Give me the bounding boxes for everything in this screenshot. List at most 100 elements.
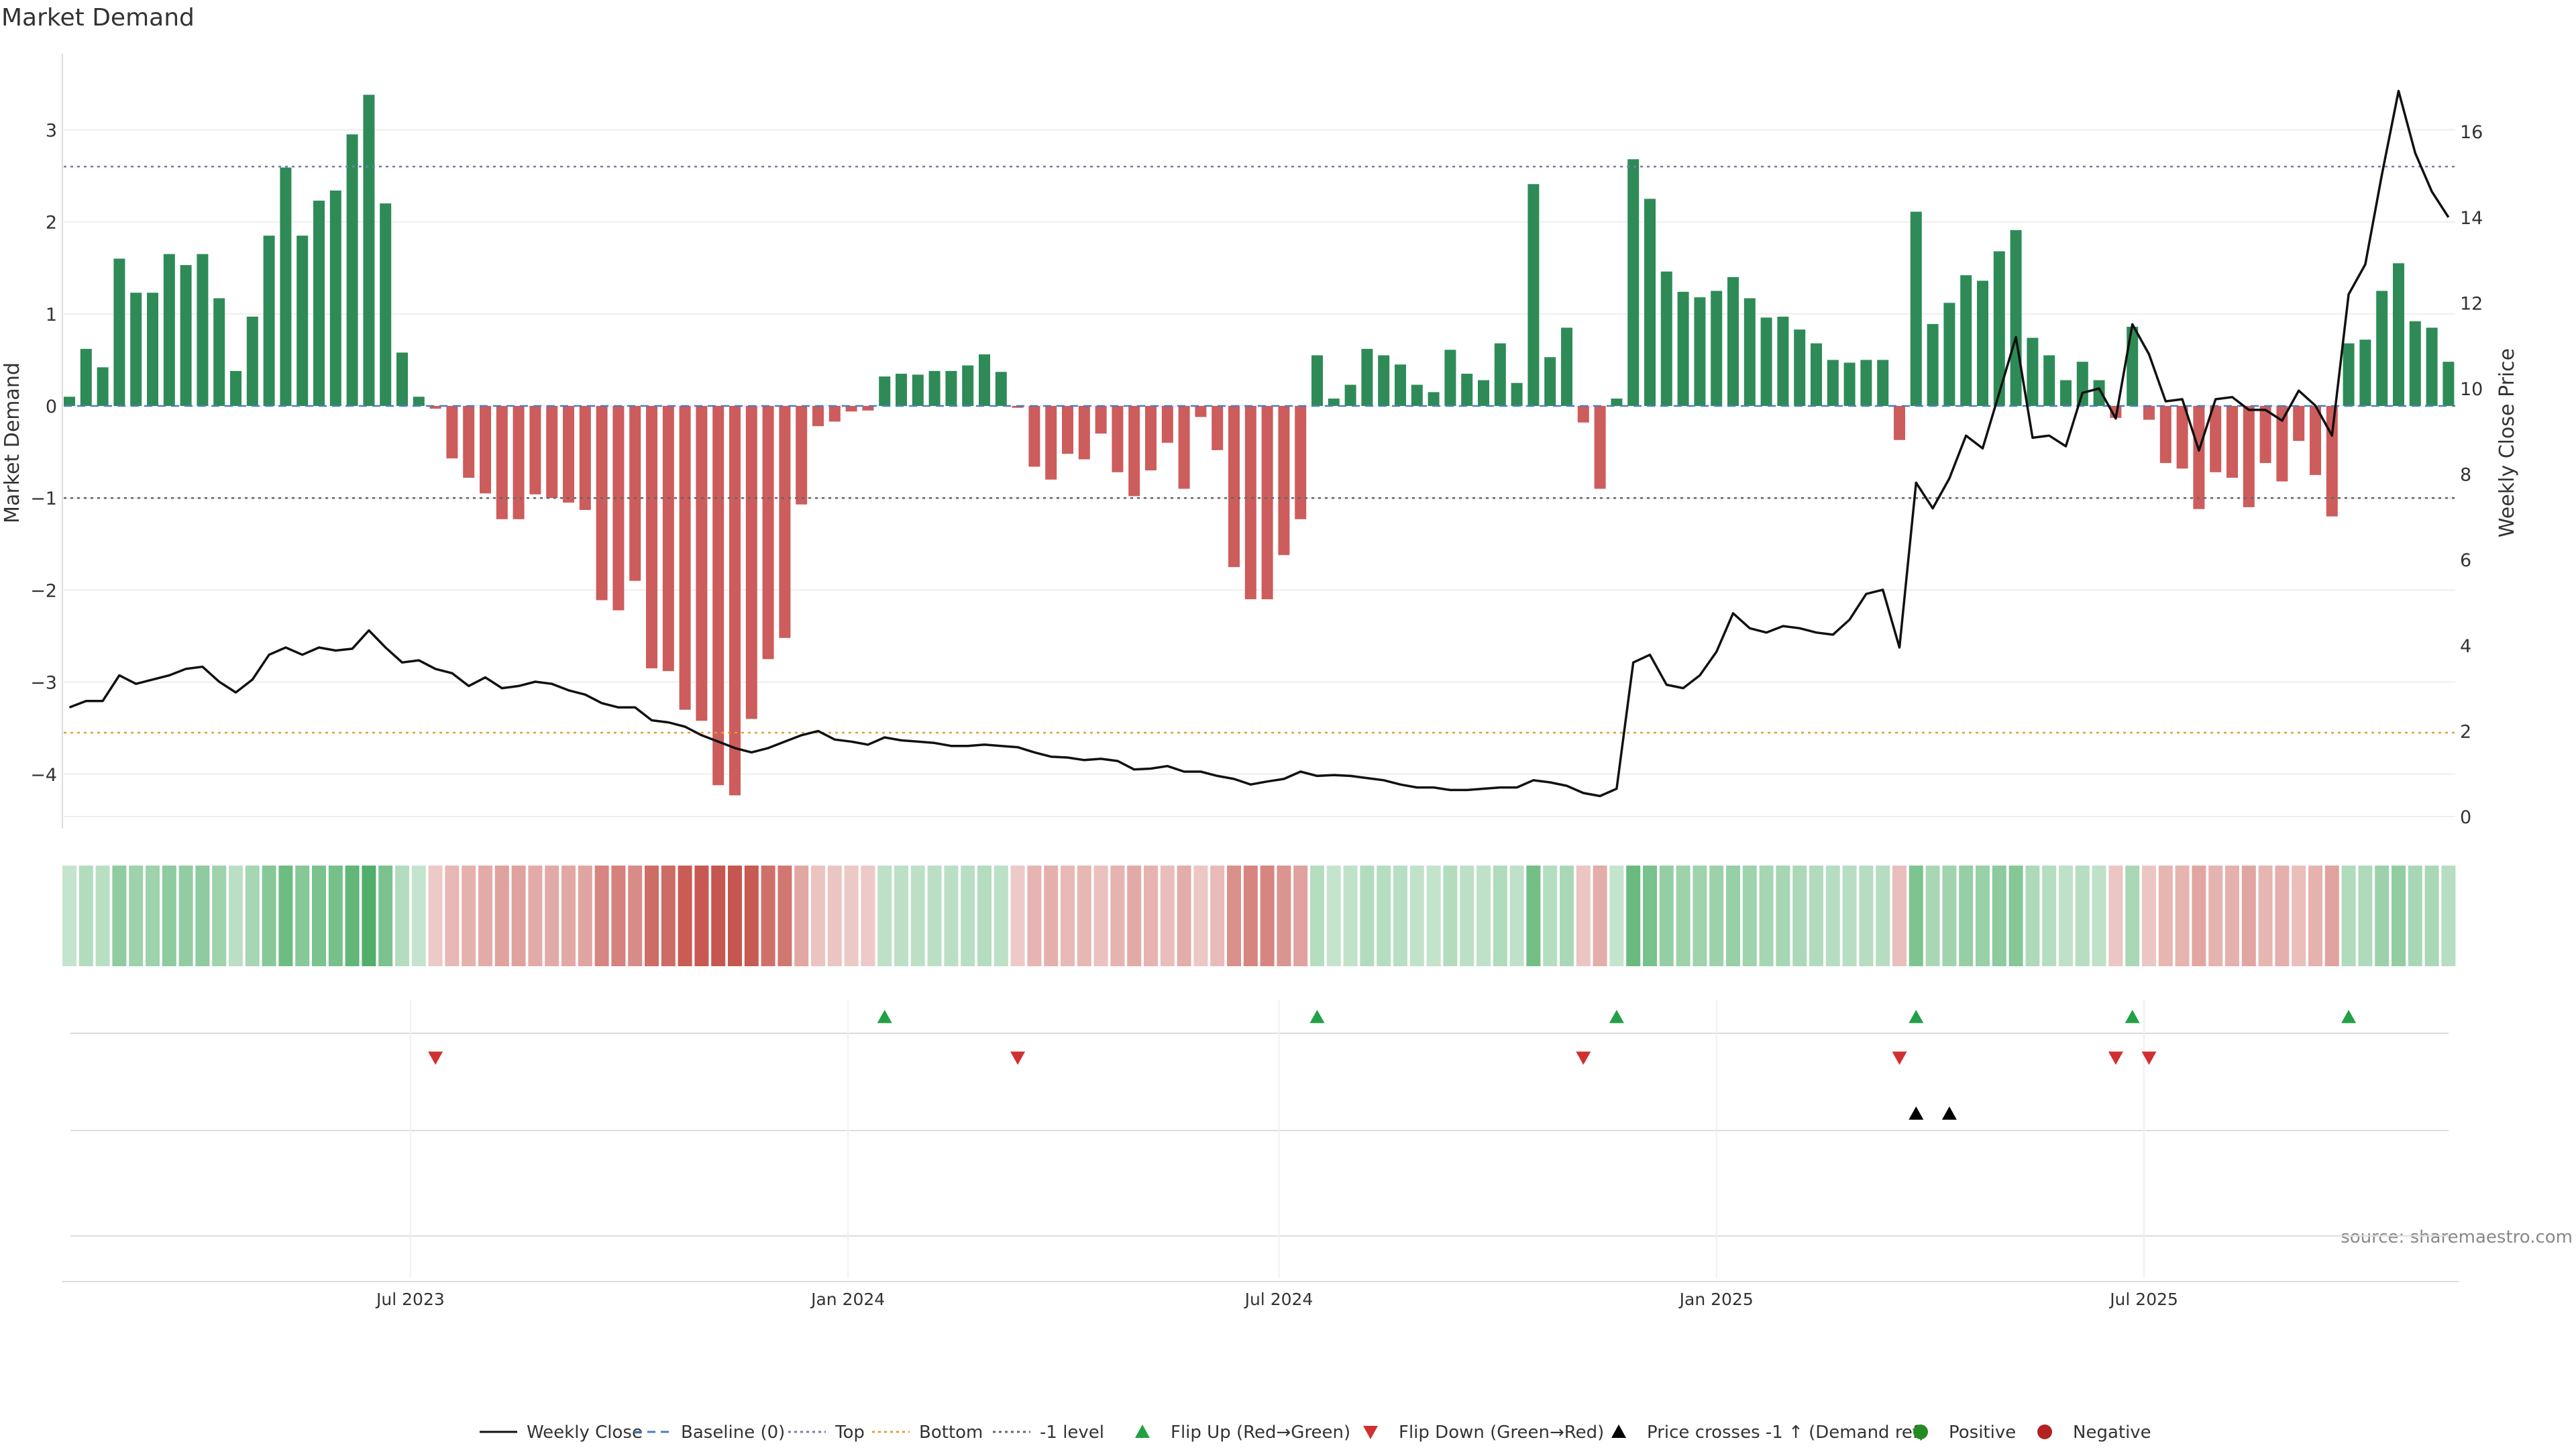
heat-cell	[2341, 866, 2356, 966]
demand-bar	[1760, 317, 1772, 406]
demand-bar	[529, 406, 541, 495]
demand-bar	[646, 406, 657, 669]
demand-bar	[2310, 406, 2321, 475]
demand-bar	[828, 406, 841, 422]
demand-bar	[113, 258, 125, 406]
reference-lines	[64, 166, 2455, 734]
heat-cell	[1942, 866, 1957, 966]
demand-bar	[1161, 406, 1173, 443]
demand-bar	[2409, 321, 2421, 406]
heat-cell	[1709, 866, 1724, 966]
legend-item: Flip Up (Red→Green)	[1135, 1422, 1350, 1443]
demand-bar	[845, 406, 857, 412]
price-cross-marker	[1941, 1106, 1957, 1120]
demand-bar	[2159, 406, 2171, 464]
flip-down-marker	[2108, 1051, 2123, 1065]
demand-bar	[579, 406, 591, 511]
legend-item: Price crosses -1 ↑ (Demand ref)	[1611, 1422, 1925, 1443]
heat-cell	[645, 866, 659, 966]
demand-bar	[363, 95, 375, 406]
demand-bar	[1378, 355, 1390, 406]
heat-cell	[2025, 866, 2040, 966]
heat-cell	[1626, 866, 1641, 966]
heat-cell	[1310, 866, 1324, 966]
demand-bar	[1627, 159, 1640, 406]
legend-label: Flip Up (Red→Green)	[1171, 1422, 1350, 1443]
demand-bar	[563, 406, 574, 503]
demand-bar	[1527, 184, 1540, 406]
demand-bar	[796, 406, 808, 505]
demand-bar	[1677, 291, 1689, 406]
demand-bar	[1977, 280, 1988, 406]
heat-cell	[1876, 866, 1890, 966]
demand-bar	[1727, 276, 1739, 406]
demand-heat-strip	[62, 866, 2456, 966]
heat-cell	[1643, 866, 1657, 966]
demand-bar	[1561, 327, 1572, 406]
flip-down-marker	[1892, 1051, 1907, 1065]
demand-bar	[130, 293, 142, 406]
heat-cell	[62, 866, 76, 966]
heat-cell	[1193, 866, 1208, 966]
y2-tick-label: 14	[2460, 208, 2483, 229]
demand-bar	[1328, 399, 1340, 406]
heat-cell	[1543, 866, 1558, 966]
heat-cell	[1526, 866, 1541, 966]
heat-cell	[212, 866, 227, 966]
heat-cell	[1992, 866, 2006, 966]
demand-bar	[2376, 291, 2388, 406]
demand-bar	[2426, 327, 2438, 406]
heat-cell	[994, 866, 1008, 966]
flip-up-marker	[2125, 1010, 2140, 1023]
heat-cell	[1825, 866, 1840, 966]
heat-cell	[2324, 866, 2339, 966]
source-note: source: sharemaestro.com	[2341, 1227, 2573, 1247]
demand-bar	[2226, 406, 2238, 478]
heat-cell	[1377, 866, 1391, 966]
heat-cell	[2208, 866, 2223, 966]
heat-cell	[1243, 866, 1258, 966]
demand-bar	[2293, 406, 2305, 442]
demand-bar	[2243, 406, 2255, 507]
heat-cell	[561, 866, 576, 966]
demand-bar	[1295, 406, 1307, 519]
demand-bar	[1228, 406, 1240, 568]
heat-cell	[1609, 866, 1624, 966]
y2-tick-label: 4	[2460, 636, 2471, 657]
heat-cell	[2308, 866, 2322, 966]
heat-cell	[1742, 866, 1757, 966]
heat-cell	[1477, 866, 1491, 966]
heat-cell	[2225, 866, 2239, 966]
demand-bar	[2259, 406, 2271, 464]
heat-cell	[1260, 866, 1275, 966]
demand-bar	[2276, 406, 2288, 482]
heat-cell	[1409, 866, 1424, 966]
heat-cell	[1925, 866, 1940, 966]
demand-bar	[2010, 229, 2022, 406]
heat-cell	[2358, 866, 2373, 966]
demand-bar	[64, 397, 75, 406]
heat-cell	[1460, 866, 1474, 966]
demand-bar	[1993, 251, 2005, 406]
demand-bar	[213, 298, 225, 406]
heat-cell	[1909, 866, 1923, 966]
heat-cell	[594, 866, 609, 966]
heat-cell	[2158, 866, 2173, 966]
heat-cell	[1493, 866, 1507, 966]
heat-cell	[1976, 866, 1990, 966]
flip-down-marker	[1576, 1051, 1591, 1065]
flip-down-marker	[428, 1051, 443, 1065]
flip-up-marker	[1909, 1010, 1924, 1023]
heat-cell	[2424, 866, 2439, 966]
demand-bar	[1611, 399, 1623, 406]
heat-cell	[2092, 866, 2106, 966]
legend-label: Baseline (0)	[681, 1422, 785, 1443]
demand-bar	[862, 406, 874, 411]
demand-bar	[2076, 362, 2088, 406]
heat-cell	[1177, 866, 1191, 966]
demand-bar	[1711, 291, 1723, 406]
demand-bar	[729, 406, 741, 796]
demand-bar	[696, 406, 708, 721]
legend-swatch	[2037, 1424, 2052, 1439]
